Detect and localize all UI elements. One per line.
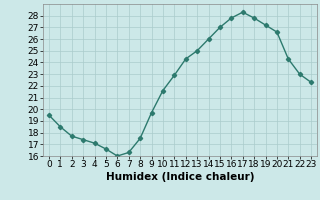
X-axis label: Humidex (Indice chaleur): Humidex (Indice chaleur) (106, 172, 254, 182)
